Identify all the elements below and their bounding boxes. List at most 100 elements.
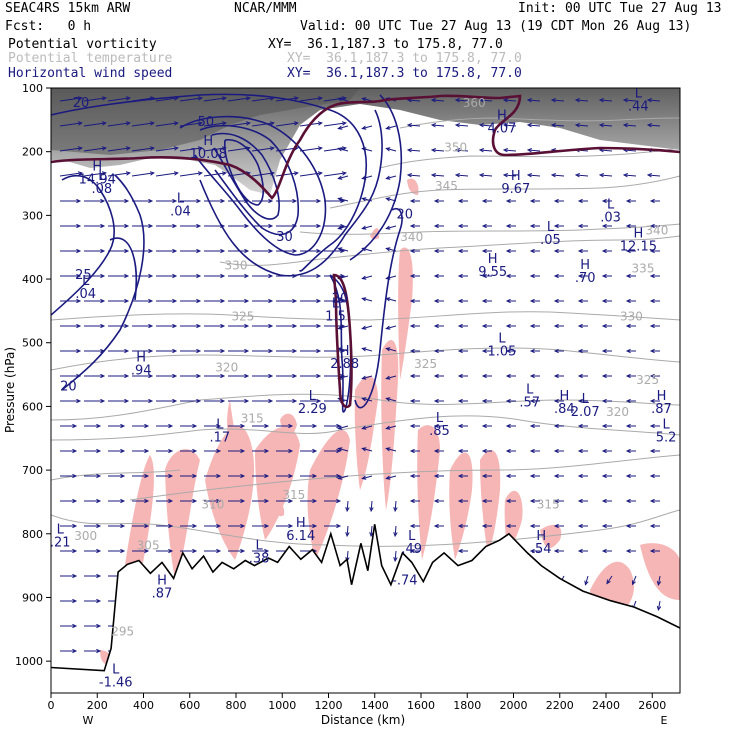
wind-vector-head bbox=[268, 248, 274, 254]
wind-vector-head bbox=[481, 448, 487, 454]
wind-vector-head bbox=[553, 323, 559, 329]
wind-vector-head bbox=[172, 398, 178, 404]
wind-vector-head bbox=[148, 223, 154, 229]
wind-vector-head bbox=[173, 146, 179, 151]
wind-vector-head bbox=[369, 507, 374, 513]
wind-vector-head bbox=[124, 298, 130, 304]
wind-vector-head bbox=[345, 507, 350, 513]
plot-frame bbox=[50, 87, 681, 694]
wind-vector-head bbox=[409, 398, 415, 404]
y-tick-label: 100 bbox=[22, 82, 43, 95]
wind-vector-head bbox=[336, 498, 342, 504]
wind-vector bbox=[203, 97, 226, 102]
wind-vector bbox=[386, 175, 397, 180]
wind-vector-head bbox=[149, 146, 155, 151]
wind-vector-head bbox=[526, 123, 532, 128]
wind-vector-head bbox=[197, 96, 203, 101]
wind-vector-head bbox=[148, 248, 154, 254]
wind-vector bbox=[527, 99, 541, 102]
cloud-patch bbox=[640, 543, 680, 600]
wind-vector-head bbox=[385, 325, 391, 330]
theta-label: 325 bbox=[414, 357, 437, 371]
extremum-type: H bbox=[92, 160, 102, 175]
wind-contour bbox=[199, 124, 300, 236]
wind-vector-head bbox=[125, 96, 131, 101]
wind-vector-head bbox=[409, 223, 415, 229]
wind-vector bbox=[338, 125, 349, 130]
wind-vector-head bbox=[172, 223, 178, 229]
wind-vector-head bbox=[124, 273, 130, 279]
extremum-type: L bbox=[607, 198, 615, 213]
wind-vector-head bbox=[529, 198, 535, 204]
wind-vector-head bbox=[649, 223, 655, 229]
extremum-value: .94 bbox=[131, 364, 152, 379]
wind-vector-head bbox=[192, 548, 198, 554]
wind-vector-head bbox=[316, 273, 322, 279]
extremum-type: H bbox=[536, 529, 546, 544]
wind-vector bbox=[203, 122, 226, 127]
wind-vector-head bbox=[244, 323, 250, 329]
wind-vector-head bbox=[454, 173, 460, 178]
wind-vector-head bbox=[192, 423, 198, 429]
extremum-value: 1.5 bbox=[325, 309, 346, 324]
wind-vector-head bbox=[120, 448, 126, 454]
wind-contour bbox=[179, 115, 327, 256]
wind-contour bbox=[109, 237, 138, 301]
wind-vector-head bbox=[240, 423, 246, 429]
east-label: E bbox=[661, 714, 668, 727]
wind-vector bbox=[647, 174, 661, 177]
wind-vector bbox=[362, 447, 373, 452]
field-theta-xy: XY= 36.1,187.3 to 175.8, 77.0 bbox=[287, 51, 522, 66]
wind-vector-head bbox=[288, 498, 294, 504]
wind-vector-head bbox=[385, 347, 391, 352]
wind-vector-head bbox=[502, 173, 508, 178]
extremum-value: -1.46 bbox=[99, 676, 133, 691]
extremum-value: 9.67 bbox=[501, 182, 530, 197]
wind-vector-head bbox=[96, 473, 102, 479]
x-tick-label: 2000 bbox=[500, 699, 528, 712]
wind-vector-head bbox=[148, 323, 154, 329]
wind-vector-head bbox=[100, 298, 106, 304]
wind-vector-head bbox=[550, 98, 556, 103]
wind-vector-head bbox=[336, 473, 342, 479]
wind-vector-head bbox=[268, 398, 274, 404]
wind-vector-head bbox=[340, 198, 346, 204]
x-tick-label: 2200 bbox=[546, 699, 574, 712]
wind-vector bbox=[455, 174, 469, 177]
wind-vector bbox=[599, 99, 613, 102]
wind-vector bbox=[623, 174, 637, 177]
wind-vector-head bbox=[601, 473, 607, 479]
wind-vector-head bbox=[264, 523, 270, 529]
wind-vector-head bbox=[601, 523, 607, 529]
wind-contours bbox=[51, 93, 403, 413]
wind-vector bbox=[107, 97, 130, 102]
extremum-type: H bbox=[488, 252, 498, 267]
wind-vector-head bbox=[312, 423, 318, 429]
wind-vector-head bbox=[433, 448, 439, 454]
wind-vector-head bbox=[196, 373, 202, 379]
wind-vector bbox=[338, 247, 349, 252]
wind-vector-head bbox=[625, 223, 631, 229]
wind-vector-head bbox=[505, 423, 511, 429]
wind-vector bbox=[362, 475, 373, 480]
wind-vector-head bbox=[481, 223, 487, 229]
wind-vector bbox=[131, 122, 154, 127]
wind-vector-head bbox=[481, 473, 487, 479]
wind-vector-head bbox=[168, 498, 174, 504]
wind-vector-head bbox=[649, 498, 655, 504]
wind-vector-head bbox=[478, 123, 484, 128]
wind-vector-head bbox=[409, 448, 415, 454]
wind-vector-head bbox=[148, 298, 154, 304]
wind-vector-head bbox=[361, 475, 367, 480]
wind-speed-label: 20 bbox=[332, 292, 349, 307]
wind-vector bbox=[299, 172, 322, 177]
wind-vector-head bbox=[526, 98, 532, 103]
y-tick-label: 700 bbox=[22, 464, 43, 477]
wind-vector-head bbox=[100, 198, 106, 204]
wind-vector-head bbox=[317, 171, 323, 176]
wind-vector-head bbox=[196, 273, 202, 279]
wind-vector-head bbox=[240, 448, 246, 454]
extremum-value: .05 bbox=[540, 233, 561, 248]
wind-vector-head bbox=[526, 173, 532, 178]
extremum-value: 2.29 bbox=[298, 402, 327, 417]
